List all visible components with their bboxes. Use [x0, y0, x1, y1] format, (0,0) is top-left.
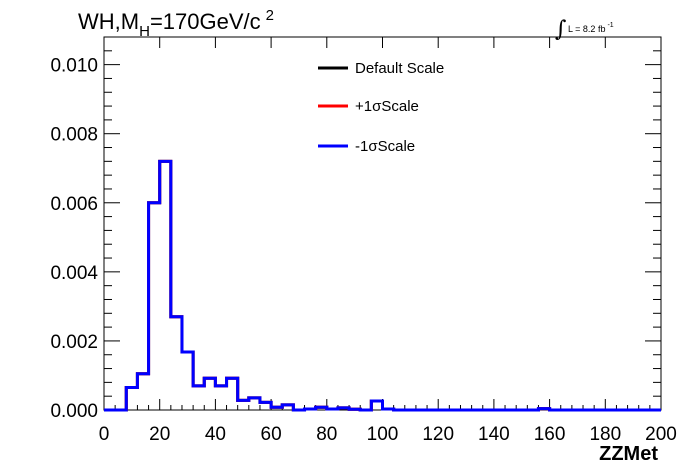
chart-title-subscript: H	[139, 23, 150, 40]
series-line-default-scale	[104, 159, 661, 412]
x-tick-label: 40	[205, 424, 226, 445]
chart-title-rest: =170GeV/c	[150, 9, 261, 34]
chart-title-superscript: 2	[266, 7, 274, 24]
axes: 0 20 40 60 80 100 120 140 160 180 200 0.000 0.002 0.0…	[50, 36, 677, 445]
y-tick-label: 0.002	[50, 332, 98, 353]
plot-frame	[103, 36, 662, 411]
x-tick-label: 20	[149, 424, 170, 445]
legend-label-default: Default Scale	[355, 60, 444, 77]
x-axis-title: ZZMet	[599, 443, 658, 465]
y-tick-label: 0.000	[50, 401, 98, 422]
luminosity-text: L = 8.2 fb	[568, 24, 605, 34]
integral-symbol: ∫	[555, 17, 567, 42]
legend-label-plus1sigma: +1σScale	[355, 98, 419, 115]
y-tick-label: 0.006	[50, 194, 98, 215]
y-tick-label: 0.008	[50, 125, 98, 146]
x-tick-label: 80	[316, 424, 337, 445]
luminosity-label: L = 8.2 fb -1	[568, 22, 614, 34]
x-tick-label: 180	[589, 424, 621, 445]
legend: Default Scale +1σScale -1σScale	[318, 60, 444, 155]
x-tick-label: 200	[645, 424, 677, 445]
y-tick-label: 0.004	[50, 263, 98, 284]
x-tick-label: 160	[534, 424, 566, 445]
luminosity-superscript: -1	[607, 22, 613, 29]
series-layer	[104, 159, 661, 412]
x-tick-label: 0	[99, 424, 110, 445]
series-line-minus1sigma-scale	[104, 159, 661, 412]
x-tick-label: 60	[261, 424, 282, 445]
x-tick-label: 120	[422, 424, 454, 445]
x-tick-label: 100	[367, 424, 399, 445]
x-tick-label: 140	[478, 424, 510, 445]
series-line-plus1sigma-scale	[104, 159, 661, 412]
legend-label-minus1sigma: -1σScale	[355, 138, 415, 155]
chart-title: WH,MH=170GeV/c 2	[78, 7, 274, 40]
chart-title-main: WH,M	[78, 9, 139, 34]
y-tick-label: 0.010	[50, 56, 98, 77]
